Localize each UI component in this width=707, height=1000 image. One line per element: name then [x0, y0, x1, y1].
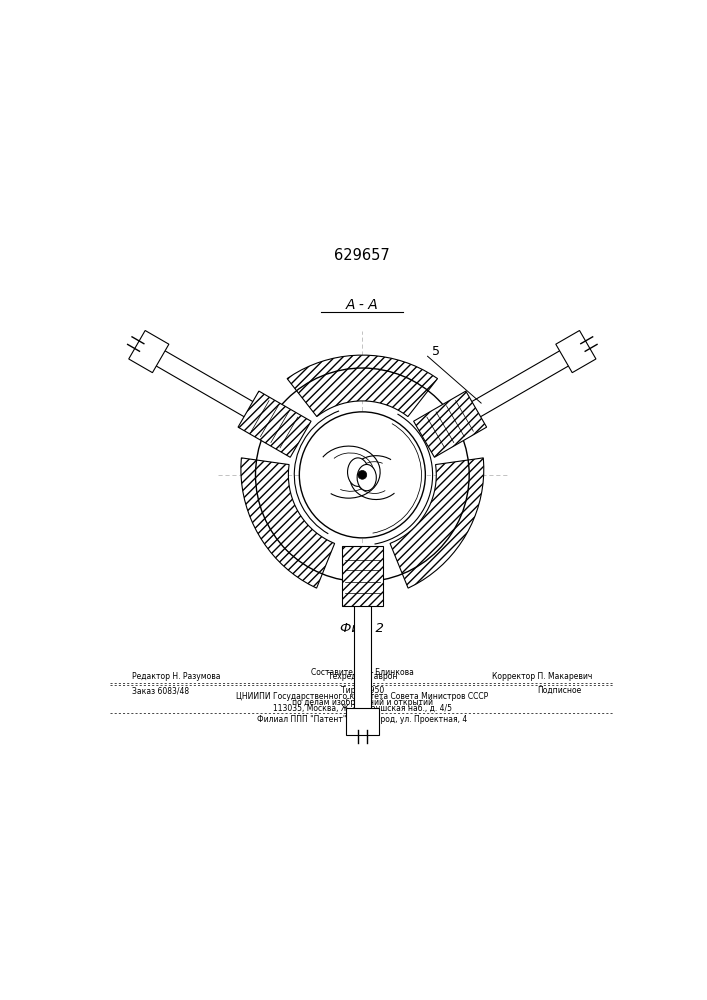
Text: Заказ 6083/48: Заказ 6083/48: [132, 686, 189, 695]
Text: 113035, Москва, Ж-35, Раушская наб., д. 4/5: 113035, Москва, Ж-35, Раушская наб., д. …: [273, 704, 452, 713]
Text: Тираж 950: Тираж 950: [341, 686, 384, 695]
Text: Фиг. 2: Фиг. 2: [340, 622, 385, 635]
Polygon shape: [556, 330, 596, 373]
Text: Подписное: Подписное: [538, 686, 582, 695]
Ellipse shape: [357, 464, 376, 491]
Polygon shape: [137, 340, 279, 432]
Text: Составитель Н. Блинкова: Составитель Н. Блинкова: [311, 668, 414, 677]
Text: 5: 5: [432, 345, 440, 358]
Circle shape: [358, 470, 367, 479]
Polygon shape: [241, 458, 334, 588]
Polygon shape: [445, 340, 588, 432]
Text: Филиал ППП "Патент", г. Ужгород, ул. Проектная, 4: Филиал ППП "Патент", г. Ужгород, ул. Про…: [257, 715, 467, 724]
Text: Техред К. Гаврон: Техред К. Гаврон: [327, 672, 397, 681]
Ellipse shape: [348, 458, 368, 486]
Polygon shape: [341, 546, 383, 606]
Text: А - А: А - А: [346, 298, 379, 312]
Polygon shape: [414, 391, 486, 457]
Text: Редактор Н. Разумова: Редактор Н. Разумова: [132, 672, 221, 681]
Polygon shape: [129, 330, 169, 373]
Polygon shape: [354, 576, 371, 730]
Text: 629657: 629657: [334, 248, 390, 263]
Text: по делам изобретений и открытий: по делам изобретений и открытий: [292, 698, 433, 707]
Polygon shape: [287, 355, 438, 417]
Polygon shape: [238, 391, 311, 457]
Circle shape: [299, 412, 426, 538]
Polygon shape: [346, 708, 379, 735]
Text: ЦНИИПИ Государственного комитета Совета Министров СССР: ЦНИИПИ Государственного комитета Совета …: [236, 692, 489, 701]
Text: Корректор П. Макаревич: Корректор П. Макаревич: [492, 672, 592, 681]
Polygon shape: [390, 458, 484, 588]
